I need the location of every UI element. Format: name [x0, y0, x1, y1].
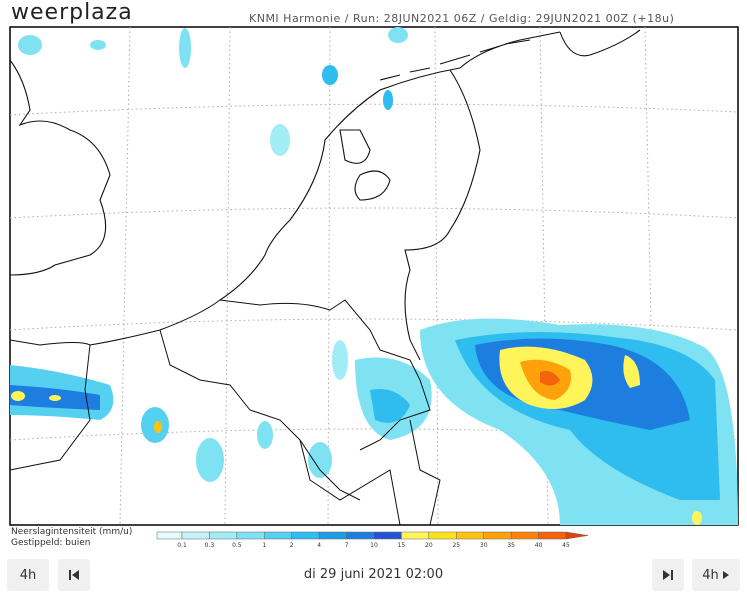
legend-label: 2 — [290, 542, 294, 549]
date-label: di 29 juni 2021 02:00 — [303, 567, 444, 582]
legend-swatch — [156, 531, 183, 540]
legend-swatch — [538, 531, 567, 540]
legend-swatch — [318, 531, 347, 540]
legend-label: 0.3 — [205, 542, 215, 549]
prev-button[interactable] — [58, 559, 90, 591]
legend-swatch — [346, 531, 375, 540]
legend-title: Neerslagintensiteit (mm/u) — [11, 527, 133, 537]
run-info: KNMI Harmonie / Run: 28JUN2021 06Z / Gel… — [249, 12, 675, 25]
colorbar: 0.1 0.3 0.5 1 2 4 7 10 15 20 25 30 35 40 45 — [156, 531, 589, 549]
prev-icon — [69, 570, 79, 580]
legend-label: 15 — [398, 542, 406, 549]
legend-label: 35 — [507, 542, 515, 549]
borders — [9, 299, 441, 526]
legend-label: 45 — [562, 542, 570, 549]
legend-label: 20 — [425, 542, 433, 549]
legend-swatch — [456, 531, 484, 540]
coastlines — [9, 29, 641, 346]
legend-swatch — [483, 531, 512, 540]
legend-swatch — [428, 531, 457, 540]
legend-label: 7 — [345, 542, 349, 549]
step-forward-label: 4h — [702, 567, 719, 583]
logo: weerplaza — [11, 0, 133, 25]
legend-arrow — [565, 531, 589, 540]
legend-label: 10 — [370, 542, 378, 549]
legend-swatch — [209, 531, 238, 540]
legend-swatch — [401, 531, 430, 540]
legend-swatch — [236, 531, 265, 540]
legend-label: 30 — [480, 542, 488, 549]
next-icon — [663, 570, 673, 580]
legend-swatch — [291, 531, 320, 540]
legend-label: 25 — [452, 542, 460, 549]
legend-swatch — [181, 531, 210, 540]
step-back-button[interactable]: 4h — [7, 559, 49, 591]
legend-label: 1 — [262, 542, 266, 549]
legend-swatch — [510, 531, 539, 540]
legend-label: 4 — [317, 542, 321, 549]
legend-label: 40 — [535, 542, 543, 549]
play-icon — [722, 571, 729, 579]
legend-label: 0.5 — [232, 542, 242, 549]
legend-swatch — [373, 531, 402, 540]
step-forward-button[interactable]: 4h — [692, 559, 740, 591]
next-button[interactable] — [652, 559, 684, 591]
legend-swatch — [264, 531, 292, 540]
precipitation — [10, 27, 738, 525]
legend-label: 0.1 — [177, 542, 187, 549]
legend-subtitle: Gestippeld: buien — [11, 538, 91, 548]
